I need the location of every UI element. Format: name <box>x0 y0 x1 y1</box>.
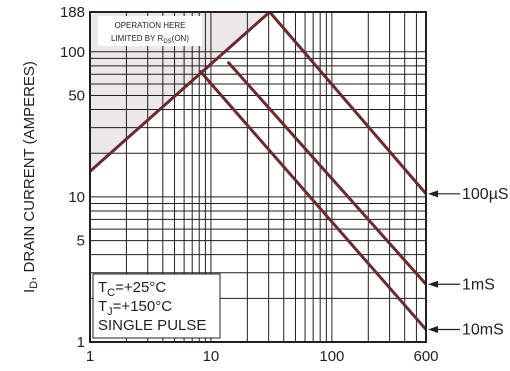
rds-on-limit-line <box>90 12 272 173</box>
y-tick-label: 10 <box>68 189 85 206</box>
y-tick-label: 1 <box>77 334 85 351</box>
x-tick-label: 600 <box>413 348 438 365</box>
pulse-1ms-line <box>227 61 426 286</box>
x-tick-label: 1 <box>86 348 94 365</box>
curve-label-100s: 100µS <box>462 186 509 203</box>
test-conditions-box: TC=+25°C TJ=+150°C SINGLE PULSE <box>92 273 221 339</box>
x-tick-label: 10 <box>203 348 220 365</box>
y-axis-title: ID, DRAIN CURRENT (AMPERES) <box>21 61 40 293</box>
arrowhead-icon <box>428 190 438 198</box>
case-temp-text: TC=+25°C <box>98 279 166 299</box>
curve-label-1ms: 1mS <box>462 276 495 293</box>
arrowhead-icon <box>428 325 438 333</box>
curve-label-10ms: 10mS <box>462 321 504 338</box>
rds-limit-note: OPERATION HERE LIMITED BY RDS(ON) <box>98 16 202 46</box>
y-tick-label: 188 <box>60 4 85 21</box>
rds-note-line1: OPERATION HERE <box>115 21 186 30</box>
y-tick-label: 100 <box>60 44 85 61</box>
pulse-100s-line <box>268 12 426 196</box>
pulse-10ms-line <box>199 70 426 331</box>
junction-temp-text: TJ=+150°C <box>98 298 172 318</box>
y-tick-label: 5 <box>77 233 85 250</box>
plot-frame <box>89 11 427 343</box>
arrowhead-icon <box>428 280 438 288</box>
x-tick-label: 100 <box>319 348 344 365</box>
y-tick-label: 50 <box>68 87 85 104</box>
single-pulse-text: SINGLE PULSE <box>98 317 206 334</box>
rds-note-line2: LIMITED BY RDS(ON) <box>111 34 189 45</box>
